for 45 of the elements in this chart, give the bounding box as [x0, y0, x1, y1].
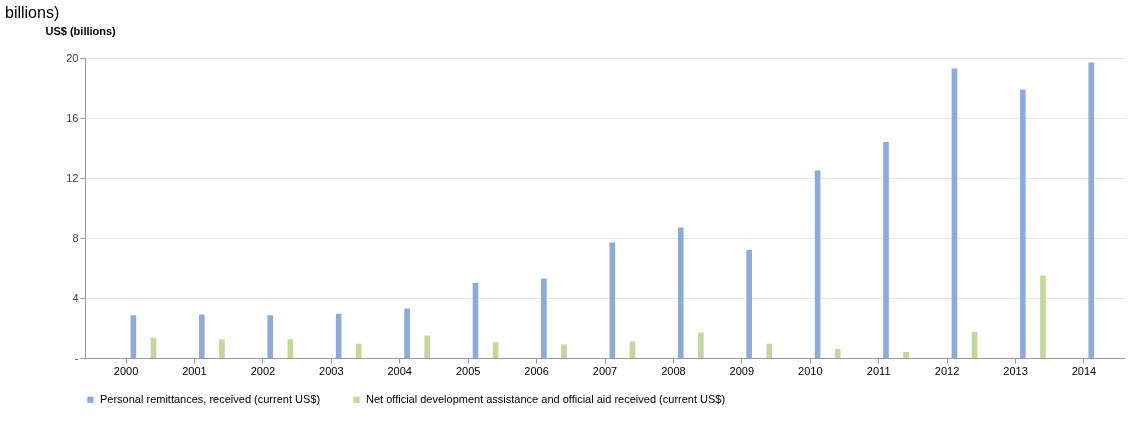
x-tick-label: 2001 [182, 364, 207, 377]
bar [834, 349, 841, 358]
x-tick-label: 2012 [934, 364, 960, 377]
x-tick-label: 2000 [113, 364, 139, 377]
bar [746, 250, 752, 358]
bar [677, 227, 684, 358]
x-tick-label: 2005 [455, 364, 481, 377]
y-tick-label: - [74, 351, 79, 364]
x-tick-label: 2008 [661, 364, 686, 377]
y-axis-title: US$ (billions) [45, 24, 117, 37]
bar [267, 315, 274, 358]
bar [903, 352, 909, 358]
legend-label: Personal remittances, received (current US$) [100, 392, 321, 405]
bar [355, 343, 362, 358]
bar [404, 308, 410, 358]
y-tick-label: 4 [72, 291, 79, 304]
bar [1040, 275, 1046, 358]
bar [219, 339, 225, 358]
y-tick-label: 8 [72, 231, 79, 244]
bar [541, 278, 547, 358]
x-tick-label: 2014 [1071, 364, 1097, 377]
legend-label: Net official development assistance and official aid received (current US$) [366, 392, 726, 405]
bar [1020, 89, 1026, 358]
bar [883, 142, 889, 358]
bar [198, 314, 205, 358]
x-tick-label: 2006 [524, 364, 549, 377]
bar [1088, 62, 1095, 358]
x-tick-label: 2011 [866, 364, 891, 377]
y-tick-label: 16 [66, 111, 79, 124]
y-tick-label: 20 [66, 51, 79, 64]
x-tick-label: 2013 [1003, 364, 1028, 377]
x-tick-label: 2009 [729, 364, 755, 377]
bar [492, 342, 499, 358]
x-tick-label: 2004 [387, 364, 412, 377]
y-tick-label: 12 [66, 171, 79, 184]
bar [766, 343, 773, 358]
bar [287, 339, 294, 358]
x-tick-label: 2002 [250, 364, 276, 377]
bar [424, 335, 430, 358]
x-tick-label: 2003 [319, 364, 344, 377]
x-tick-label: 2007 [592, 364, 618, 377]
chart-title: billions) [5, 4, 60, 21]
bar [561, 344, 567, 358]
x-tick-label: 2010 [798, 364, 823, 377]
bar [698, 332, 704, 358]
